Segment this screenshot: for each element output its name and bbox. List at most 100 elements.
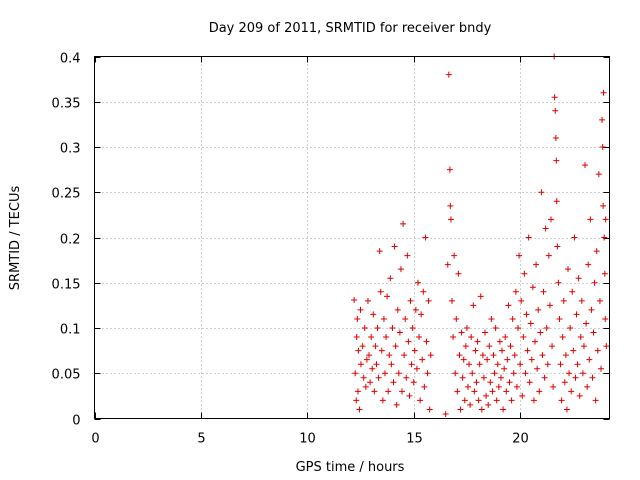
data-point (487, 379, 494, 386)
data-point (499, 347, 506, 354)
data-point (396, 329, 403, 336)
data-point (507, 343, 514, 350)
data-point (423, 338, 430, 345)
data-point (395, 370, 402, 377)
data-point (405, 338, 412, 345)
data-point (496, 338, 503, 345)
data-point (397, 266, 404, 273)
data-point (386, 352, 393, 359)
data-point (527, 320, 534, 327)
data-point (453, 315, 460, 322)
chart-title: Day 209 of 2011, SRMTID for receiver bnd… (209, 21, 492, 36)
data-point (400, 220, 407, 227)
data-point (505, 302, 512, 309)
data-point (363, 356, 370, 363)
data-point (544, 361, 551, 368)
data-point (414, 279, 421, 286)
data-point (374, 325, 381, 331)
data-point (416, 334, 423, 341)
data-point (509, 315, 516, 322)
y-tick-label: 0.05 (52, 368, 81, 383)
data-point (463, 325, 470, 331)
data-point (586, 356, 593, 363)
data-point (558, 397, 565, 404)
data-point (381, 370, 388, 377)
data-point (550, 383, 557, 390)
data-point (488, 315, 495, 322)
data-point (418, 311, 425, 318)
y-tick-label: 0 (72, 414, 80, 429)
data-point (594, 347, 601, 354)
data-point (494, 361, 501, 368)
data-point (600, 202, 607, 209)
data-point (361, 325, 368, 331)
data-point (562, 352, 569, 359)
data-point (352, 370, 359, 377)
data-point (479, 352, 486, 359)
data-point (491, 370, 498, 377)
data-point (549, 343, 556, 350)
data-point (577, 334, 584, 341)
data-point (546, 302, 553, 309)
data-point (420, 288, 427, 295)
data-point (373, 361, 380, 368)
data-point (364, 297, 371, 304)
data-point (417, 397, 424, 404)
data-point (582, 162, 589, 169)
data-point (376, 248, 383, 255)
data-point (444, 261, 451, 268)
data-point (357, 361, 364, 368)
data-point (543, 325, 550, 331)
data-point (502, 334, 509, 341)
data-point (568, 388, 575, 395)
data-point (403, 374, 410, 381)
data-point (580, 343, 587, 350)
data-point (410, 379, 417, 386)
data-point (351, 296, 358, 303)
data-point (567, 325, 574, 331)
data-point (483, 392, 490, 399)
data-point (537, 329, 544, 336)
data-point (412, 306, 419, 313)
data-point (530, 397, 537, 404)
data-point (497, 374, 504, 381)
data-point (501, 365, 508, 372)
data-point (406, 392, 413, 399)
data-point (475, 397, 482, 404)
data-point (593, 248, 600, 255)
data-point (480, 374, 487, 381)
data-point (366, 352, 373, 359)
plot-frame (94, 56, 610, 419)
data-point (495, 383, 502, 390)
data-point (529, 284, 536, 291)
data-point (424, 370, 431, 377)
data-point (516, 252, 523, 259)
data-point (526, 379, 533, 386)
data-point (455, 270, 462, 277)
data-point (563, 406, 570, 413)
data-point (472, 347, 479, 354)
data-point (525, 234, 532, 241)
data-point (504, 356, 511, 363)
x-tick-label: 15 (406, 432, 423, 447)
data-point (389, 325, 396, 331)
data-point (419, 356, 426, 363)
data-point (427, 352, 434, 359)
data-point (540, 288, 547, 295)
data-point (560, 297, 567, 304)
data-point (461, 397, 468, 404)
data-point (357, 306, 364, 313)
data-point (572, 374, 579, 381)
data-point (538, 189, 545, 196)
data-point (490, 352, 497, 359)
data-point (462, 343, 469, 350)
data-point (471, 388, 478, 395)
data-point (524, 347, 531, 354)
data-point (458, 329, 465, 336)
data-point (457, 406, 464, 413)
data-point (467, 401, 474, 408)
data-point (449, 297, 456, 304)
data-point (570, 347, 577, 354)
data-point (542, 225, 549, 232)
data-point (589, 374, 596, 381)
